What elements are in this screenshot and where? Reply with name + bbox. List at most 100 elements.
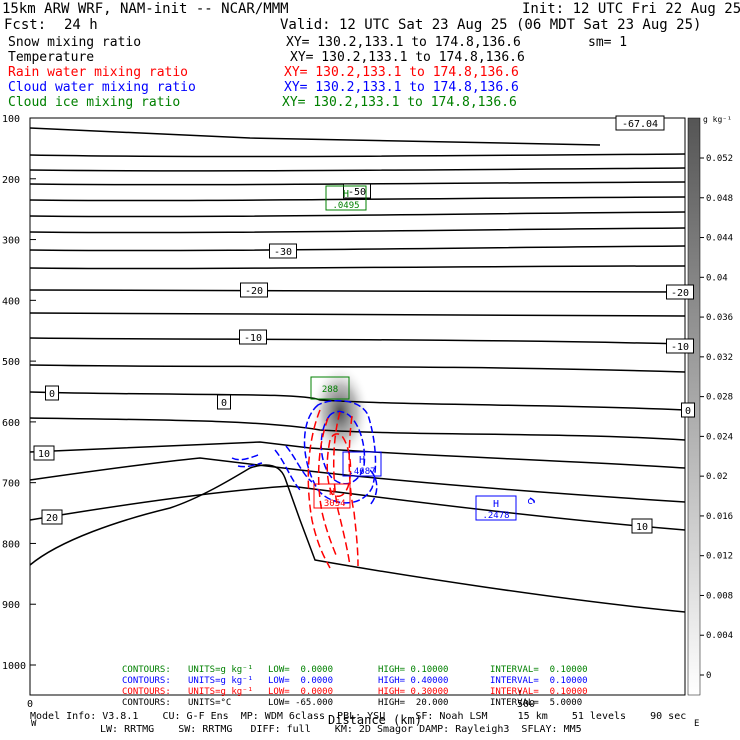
- max-marker-box: [342, 451, 382, 477]
- model-title: 15km ARW WRF, NAM-init -- NCAR/MMM: [2, 1, 289, 17]
- terrain-line: [29, 464, 686, 613]
- cloud-water-line: [303, 399, 377, 504]
- isotherm-line: [29, 441, 686, 469]
- rain-water-contours: [307, 409, 359, 569]
- cloud-water-line: [285, 445, 313, 483]
- colorbar-tick-label: 0.024: [706, 432, 733, 442]
- colorbar-tick-label: 0.004: [706, 631, 733, 641]
- y-tick-label: 400: [2, 296, 20, 307]
- x-axis-west: W: [31, 719, 37, 729]
- contour-green-interval: INTERVAL= 0.10000: [490, 665, 588, 675]
- field-name-cloud-ice: Cloud ice mixing ratio: [8, 95, 181, 110]
- isotherm-line: [29, 167, 686, 172]
- field-xy-snow: XY= 130.2,133.1 to 174.8,136.6: [286, 35, 521, 50]
- isotherm-line: [29, 312, 686, 317]
- max-marker-box: [325, 185, 367, 211]
- contour-green-high: HIGH= 0.10000: [378, 665, 449, 675]
- colorbar-tick-label: 0.028: [706, 393, 733, 403]
- x-axis-ticks: 0 500: [27, 690, 535, 710]
- cloud-water-line: [529, 497, 535, 505]
- x-axis-east: E: [694, 719, 700, 729]
- colorbar-tick-label: 0.044: [706, 234, 733, 244]
- y-tick-label: 700: [2, 479, 20, 490]
- contour-green-label: CONTOURS:: [122, 665, 171, 675]
- isotherm-line: [29, 227, 686, 234]
- contour-blue-label: CONTOURS:: [122, 676, 171, 686]
- isotherm-label: 0: [685, 406, 691, 417]
- isotherm-label: -10: [244, 333, 262, 344]
- rain-water-line: [333, 411, 351, 567]
- isotherms: [29, 127, 686, 531]
- max-marker-letter: H: [493, 499, 499, 510]
- isotherm-label-box: [631, 518, 653, 534]
- max-marker-value: .3054: [318, 499, 345, 509]
- rain-water-line: [307, 409, 331, 569]
- x-axis-label: Distance (km): [328, 713, 422, 727]
- cloud-water-line: [369, 469, 378, 506]
- contour-red-units: UNITS=g kg⁻¹: [188, 687, 254, 697]
- max-marker-value: .2478: [482, 511, 509, 521]
- field-name-cloud-water: Cloud water mixing ratio: [8, 80, 196, 95]
- isotherm-label-box: [269, 243, 297, 259]
- cloud-water-line: [237, 462, 263, 468]
- rain-water-line: [348, 415, 359, 567]
- isotherm-line: [29, 391, 686, 411]
- isotherm-label-box: [33, 445, 55, 461]
- colorbar-tick-label: 0.008: [706, 591, 733, 601]
- stray-label: c: [527, 496, 533, 507]
- y-axis-ticks: 100 200 300 400 500 600 700 800 900 1000: [2, 114, 36, 672]
- isotherm-label-box: [41, 509, 63, 525]
- contour-red-label: CONTOURS:: [122, 687, 171, 697]
- contour-black-interval: INTERVAL= 5.0000: [490, 698, 583, 708]
- cloud-water-line: [231, 454, 259, 461]
- model-info-line-2: LW: RRTMG SW: RRTMG DIFF: full KM: 2D Sm…: [100, 724, 582, 735]
- isotherm-label-box: [681, 402, 695, 418]
- isotherm-label: 0: [49, 389, 55, 400]
- colorbar-tick-label: 0.012: [706, 552, 733, 562]
- isotherm-label: -67.04: [622, 119, 658, 130]
- isotherm-label: -30: [274, 247, 292, 258]
- max-marker-box: [313, 483, 351, 509]
- isotherm-line: [29, 417, 686, 441]
- field-name-rain: Rain water mixing ratio: [8, 65, 189, 80]
- cloud-water-line: [320, 410, 366, 485]
- isotherm-label-box: [343, 183, 371, 199]
- y-tick-label: 600: [2, 418, 20, 429]
- isotherm-label-box: [217, 394, 231, 410]
- contour-red-interval: INTERVAL= 0.10000: [490, 687, 588, 697]
- max-marker-letter: H: [343, 189, 349, 200]
- contour-green-units: UNITS=g kg⁻¹: [188, 665, 254, 675]
- colorbar-unit-label: g kg⁻¹: [703, 115, 732, 124]
- isotherm-line: [29, 211, 686, 218]
- max-marker-box: [310, 376, 350, 400]
- isotherm-label: 0: [221, 398, 227, 409]
- isotherm-line: [29, 153, 686, 158]
- colorbar-tick-label: 0.02: [706, 472, 728, 482]
- colorbar-tick-label: 0.048: [706, 194, 733, 204]
- valid-time: Valid: 12 UTC Sat 23 Aug 25 (06 MDT Sat …: [280, 17, 702, 33]
- y-tick-label: 300: [2, 236, 20, 247]
- colorbar-tick-label: 0.036: [706, 313, 733, 323]
- isotherm-line: [29, 181, 686, 186]
- y-tick-label: 200: [2, 175, 20, 186]
- cloud-water-line: [274, 449, 301, 491]
- isotherm-line: [29, 337, 686, 345]
- init-time: Init: 12 UTC Fri 22 Aug 25: [522, 1, 740, 17]
- y-tick-label: 900: [2, 600, 20, 611]
- x-tick-label: 500: [517, 699, 535, 710]
- field-extra-snow: sm= 1: [588, 35, 628, 50]
- field-name-snow: Snow mixing ratio: [8, 35, 142, 50]
- isotherm-label: 10: [636, 522, 648, 533]
- forecast-hour: 24 h: [64, 17, 98, 33]
- y-tick-label: 100: [2, 114, 20, 125]
- isotherm-label: 10: [38, 449, 50, 460]
- contour-red-low: LOW= 0.0000: [268, 687, 334, 697]
- isotherm-label: -20: [245, 286, 263, 297]
- isotherm-label-box: [239, 329, 267, 345]
- colorbar-tick-label: 0.032: [706, 353, 733, 363]
- isotherm-label: 20: [46, 513, 58, 524]
- y-tick-label: 1000: [2, 661, 26, 672]
- contour-red-high: HIGH= 0.30000: [378, 687, 449, 697]
- field-xy-rain: XY= 130.2,133.1 to 174.8,136.6: [284, 65, 519, 80]
